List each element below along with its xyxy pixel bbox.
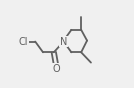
Text: Cl: Cl bbox=[19, 37, 28, 47]
Text: O: O bbox=[53, 64, 61, 74]
Text: N: N bbox=[60, 37, 67, 47]
